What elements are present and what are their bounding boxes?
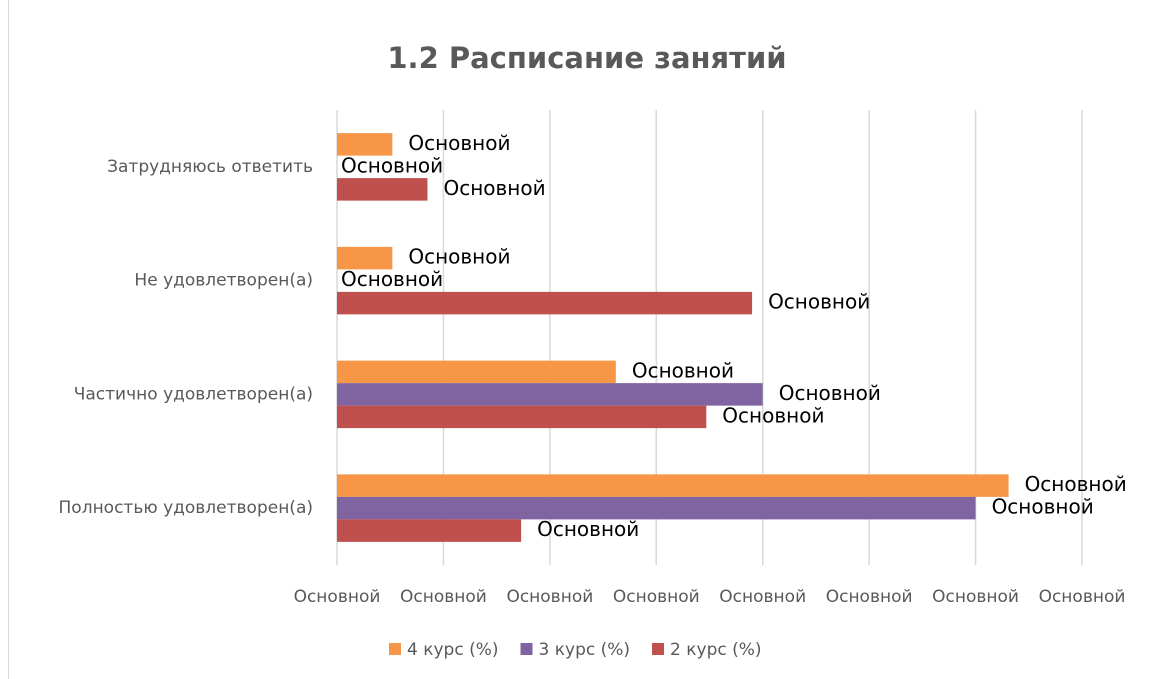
chart-frame	[8, 0, 1153, 679]
data-label: Основной	[408, 131, 510, 155]
bar	[337, 405, 707, 429]
legend-label: 3 курс (%)	[539, 640, 631, 660]
x-tick-label: Основной	[294, 587, 381, 607]
data-label: Основной	[1025, 472, 1127, 496]
legend-label: 2 курс (%)	[670, 640, 762, 660]
x-tick-label: Основной	[719, 587, 806, 607]
data-label: Основной	[341, 267, 443, 291]
data-label: Основной	[537, 517, 639, 541]
bar	[337, 133, 393, 156]
data-label: Основной	[443, 176, 545, 200]
chart-title: 1.2 Расписание занятий	[387, 41, 786, 75]
bar	[337, 383, 763, 406]
legend-swatch	[389, 643, 401, 655]
y-tick-label: Полностью удовлетворен(а)	[59, 498, 313, 518]
data-label: Основной	[768, 290, 870, 314]
x-tick-label: Основной	[932, 587, 1019, 607]
bar	[337, 360, 616, 384]
x-tick-label: Основной	[613, 587, 700, 607]
bar	[337, 474, 1009, 497]
legend-swatch	[520, 643, 533, 655]
bar	[337, 178, 428, 201]
data-label: Основной	[341, 153, 443, 177]
data-label: Основной	[632, 358, 734, 382]
y-tick-label: Не удовлетворен(а)	[134, 271, 313, 291]
data-label: Основной	[408, 245, 510, 269]
x-tick-label: Основной	[826, 587, 913, 607]
x-tick-label: Основной	[506, 587, 593, 607]
data-label: Основной	[722, 403, 824, 427]
legend-label: 4 курс (%)	[407, 640, 499, 660]
x-tick-label: Основной	[400, 587, 487, 607]
bar	[337, 519, 522, 542]
x-tick-label: Основной	[1039, 587, 1126, 607]
data-label: Основной	[779, 381, 881, 405]
data-label: Основной	[992, 495, 1094, 519]
legend-swatch	[652, 643, 665, 655]
bar	[337, 291, 753, 315]
bar	[337, 496, 976, 520]
y-tick-label: Затрудняюсь ответить	[107, 157, 313, 177]
y-tick-label: Частично удовлетворен(а)	[74, 384, 313, 404]
bar	[337, 246, 393, 270]
